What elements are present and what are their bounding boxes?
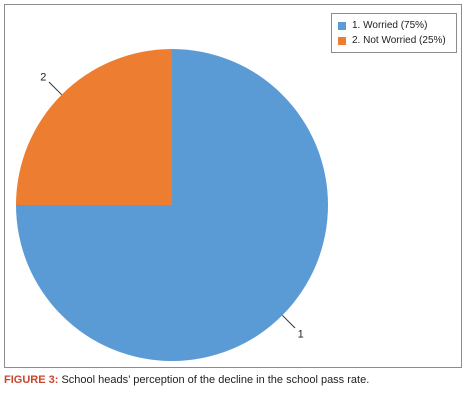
legend-swatch-worried [338, 21, 346, 30]
chart-legend: 1. Worried (75%) 2. Not Worried (25%) [331, 13, 457, 53]
pie-chart: 12 [16, 49, 328, 361]
figure-caption-label: FIGURE 3: [4, 374, 59, 386]
leader-line-worried [281, 314, 296, 329]
pie-slice-not-worried [16, 49, 172, 205]
figure-caption-text: School heads’ perception of the decline … [58, 374, 370, 386]
legend-label-worried: 1. Worried (75%) [352, 20, 428, 31]
figure-caption: FIGURE 3: School heads’ perception of th… [4, 374, 464, 386]
legend-swatch-not-worried [338, 36, 346, 45]
legend-label-not-worried: 2. Not Worried (25%) [352, 35, 446, 46]
legend-item-worried: 1. Worried (75%) [338, 18, 450, 33]
leader-line-not-worried [48, 81, 63, 96]
slice-label-worried: 1 [298, 329, 304, 341]
legend-item-not-worried: 2. Not Worried (25%) [338, 33, 450, 48]
slice-label-not-worried: 2 [40, 71, 46, 83]
